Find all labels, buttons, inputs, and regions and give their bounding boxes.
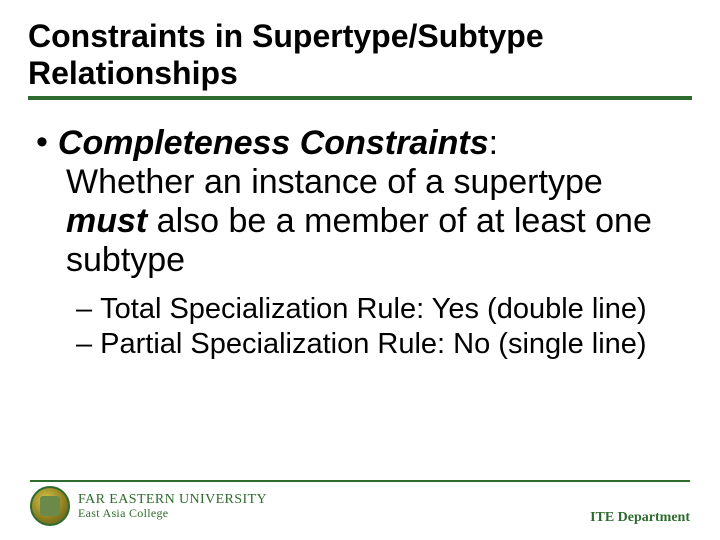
bullet-heading: Completeness Constraints — [58, 124, 489, 162]
slide-body: • Completeness Constraints: Whether an i… — [28, 124, 692, 362]
title-line-1: Constraints in Supertype/Subtype — [28, 18, 544, 54]
body-post: also be a member of at least one subtype — [66, 202, 652, 279]
dash-icon: – — [76, 327, 92, 362]
bullet-level1: • Completeness Constraints: — [36, 124, 692, 163]
dash-icon: – — [76, 292, 92, 327]
university-seal-icon — [30, 486, 70, 526]
slide-title: Constraints in Supertype/Subtype Relatio… — [28, 18, 692, 100]
sub-bullet-label: Total Specialization Rule: Yes (double l… — [100, 292, 647, 327]
department-label: ITE Department — [590, 510, 690, 526]
university-text: FAR EASTERN UNIVERSITY East Asia College — [78, 492, 267, 520]
bullet-marker: • — [36, 124, 48, 161]
sub-bullet-label: Partial Specialization Rule: No (single … — [100, 327, 646, 362]
body-pre: Whether an instance of a supertype — [66, 163, 603, 201]
university-logo-block: FAR EASTERN UNIVERSITY East Asia College — [30, 486, 267, 526]
sub-bullet-item: – Total Specialization Rule: Yes (double… — [76, 292, 692, 327]
sub-bullets: – Total Specialization Rule: Yes (double… — [36, 292, 692, 362]
slide: Constraints in Supertype/Subtype Relatio… — [0, 0, 720, 540]
university-subtitle: East Asia College — [78, 507, 267, 520]
bullet-body: Whether an instance of a supertype must … — [36, 163, 692, 280]
title-line-2: Relationships — [28, 55, 238, 91]
body-emphasis: must — [66, 202, 147, 240]
footer-divider — [30, 480, 690, 482]
sub-bullet-item: – Partial Specialization Rule: No (singl… — [76, 327, 692, 362]
bullet-heading-suffix: : — [489, 124, 498, 162]
slide-footer: FAR EASTERN UNIVERSITY East Asia College… — [0, 480, 720, 540]
